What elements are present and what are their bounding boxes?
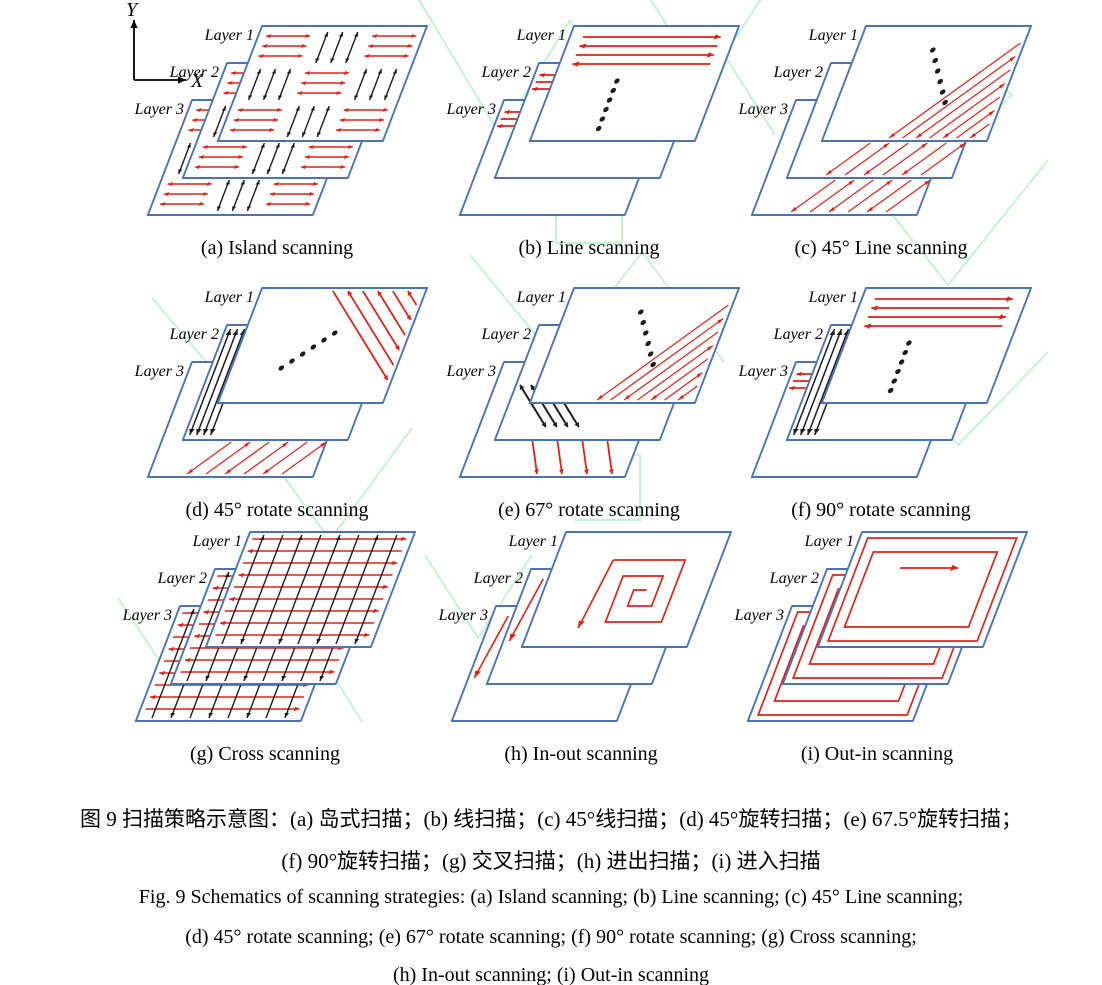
layer-label: Layer 2 bbox=[773, 326, 823, 343]
panel-island-scanning: Layer 1 Layer 2 Layer 3 (a) Island scannin… bbox=[112, 16, 442, 260]
axis-indicator: YX bbox=[126, 2, 204, 92]
layer-label: Layer 1 bbox=[192, 533, 242, 550]
layer-label: Layer 1 bbox=[204, 27, 254, 44]
diagram-90-rotate-scanning: Layer 1 Layer 2 Layer 3 bbox=[738, 287, 1033, 478]
layer-label: Layer 2 bbox=[481, 326, 531, 343]
layer-label: Layer 3 bbox=[738, 101, 788, 118]
layer-label: Layer 1 bbox=[204, 289, 254, 306]
panel-67-rotate-scanning: Layer 1 Layer 2 Layer 3 (e) 67° rotate sca… bbox=[424, 278, 754, 522]
layer-label: Layer 3 bbox=[134, 101, 184, 118]
layer-label: Layer 3 bbox=[122, 607, 172, 624]
axis-y-label: Y bbox=[126, 2, 139, 21]
caption-chinese-line2: (f) 90°旋转扫描；(g) 交叉扫描；(h) 进出扫描；(i) 进入扫描 bbox=[281, 849, 821, 873]
diagram-67-rotate-scanning: Layer 1 Layer 2 Layer 3 bbox=[446, 287, 741, 478]
diagram-island-scanning: Layer 1 Layer 2 Layer 3 bbox=[134, 25, 429, 216]
panel-caption: (e) 67° rotate scanning bbox=[498, 499, 680, 521]
caption-english-line1: Fig. 9 Schematics of scanning strategies… bbox=[138, 886, 964, 908]
panel-caption: (g) Cross scanning bbox=[190, 743, 340, 765]
layer-label: Layer 1 bbox=[808, 27, 858, 44]
layer-label: Layer 2 bbox=[157, 570, 207, 587]
layer-label: Layer 3 bbox=[738, 363, 788, 380]
panel-line-scanning: Layer 1 Layer 2 Layer 3 (b) Line scanning bbox=[424, 16, 754, 260]
layer-label: Layer 3 bbox=[438, 607, 488, 624]
layer-label: Layer 1 bbox=[508, 533, 558, 550]
caption-english-line3: (h) In-out scanning; (i) Out-in scanning bbox=[392, 964, 710, 985]
layer-label: Layer 1 bbox=[516, 27, 566, 44]
diagram-45-line-scanning: Layer 1 Layer 2 Layer 3 bbox=[738, 25, 1033, 216]
panel-caption: (h) In-out scanning bbox=[504, 743, 658, 765]
panel-caption: (c) 45° Line scanning bbox=[794, 237, 968, 259]
panel-caption: (f) 90° rotate scanning bbox=[791, 499, 971, 521]
layer-label: Layer 3 bbox=[446, 363, 496, 380]
layer-label: Layer 2 bbox=[169, 326, 219, 343]
panel-caption: (b) Line scanning bbox=[518, 237, 660, 259]
panel-90-rotate-scanning: Layer 1 Layer 2 Layer 3 (f) 90° rotate sca… bbox=[716, 278, 1046, 522]
panel-in-out-scanning: Layer 1 Layer 2 Layer 3 (h) In-out scannin… bbox=[416, 522, 746, 766]
layer-label: Layer 2 bbox=[169, 64, 219, 81]
panel-out-in-scanning: Layer 1 Layer 2 Layer 3 (i) Out-in scannin… bbox=[712, 522, 1042, 766]
layer-label: Layer 1 bbox=[808, 289, 858, 306]
diagram-out-in-scanning: Layer 1 Layer 2 Layer 3 bbox=[734, 531, 1029, 722]
layer-label: Layer 1 bbox=[804, 533, 854, 550]
layer-label: Layer 2 bbox=[481, 64, 531, 81]
diagram-cross-scanning: Layer 1 Layer 2 Layer 3 bbox=[122, 531, 417, 722]
panel-45-line-scanning: Layer 1 Layer 2 Layer 3 (c) 45° Line scann… bbox=[716, 16, 1046, 260]
panel-caption: (a) Island scanning bbox=[200, 237, 354, 259]
panel-caption: (i) Out-in scanning bbox=[800, 743, 954, 765]
panel-45-rotate-scanning: Layer 1 Layer 2 Layer 3 (d) 45° rotate sca… bbox=[112, 278, 442, 522]
diagram-line-scanning: Layer 1 Layer 2 Layer 3 bbox=[446, 25, 741, 216]
caption-chinese-line1: 图 9 扫描策略示意图：(a) 岛式扫描；(b) 线扫描；(c) 45°线扫描；… bbox=[79, 807, 1023, 831]
axis-x-label: X bbox=[190, 70, 204, 92]
layer-label: Layer 3 bbox=[446, 101, 496, 118]
layer-label: Layer 2 bbox=[773, 64, 823, 81]
layer-label: Layer 1 bbox=[516, 289, 566, 306]
layer-label: Layer 3 bbox=[134, 363, 184, 380]
layer-label: Layer 2 bbox=[769, 570, 819, 587]
caption-english-line2: (d) 45° rotate scanning; (e) 67° rotate … bbox=[185, 926, 917, 948]
layer-label: Layer 3 bbox=[734, 607, 784, 624]
layer-label: Layer 2 bbox=[473, 570, 523, 587]
diagram-in-out-scanning: Layer 1 Layer 2 Layer 3 bbox=[438, 531, 733, 722]
panel-cross-scanning: Layer 1 Layer 2 Layer 3 (g) Cross scanning bbox=[100, 522, 430, 766]
panel-caption: (d) 45° rotate scanning bbox=[185, 499, 369, 521]
diagram-45-rotate-scanning: Layer 1 Layer 2 Layer 3 bbox=[134, 287, 429, 478]
